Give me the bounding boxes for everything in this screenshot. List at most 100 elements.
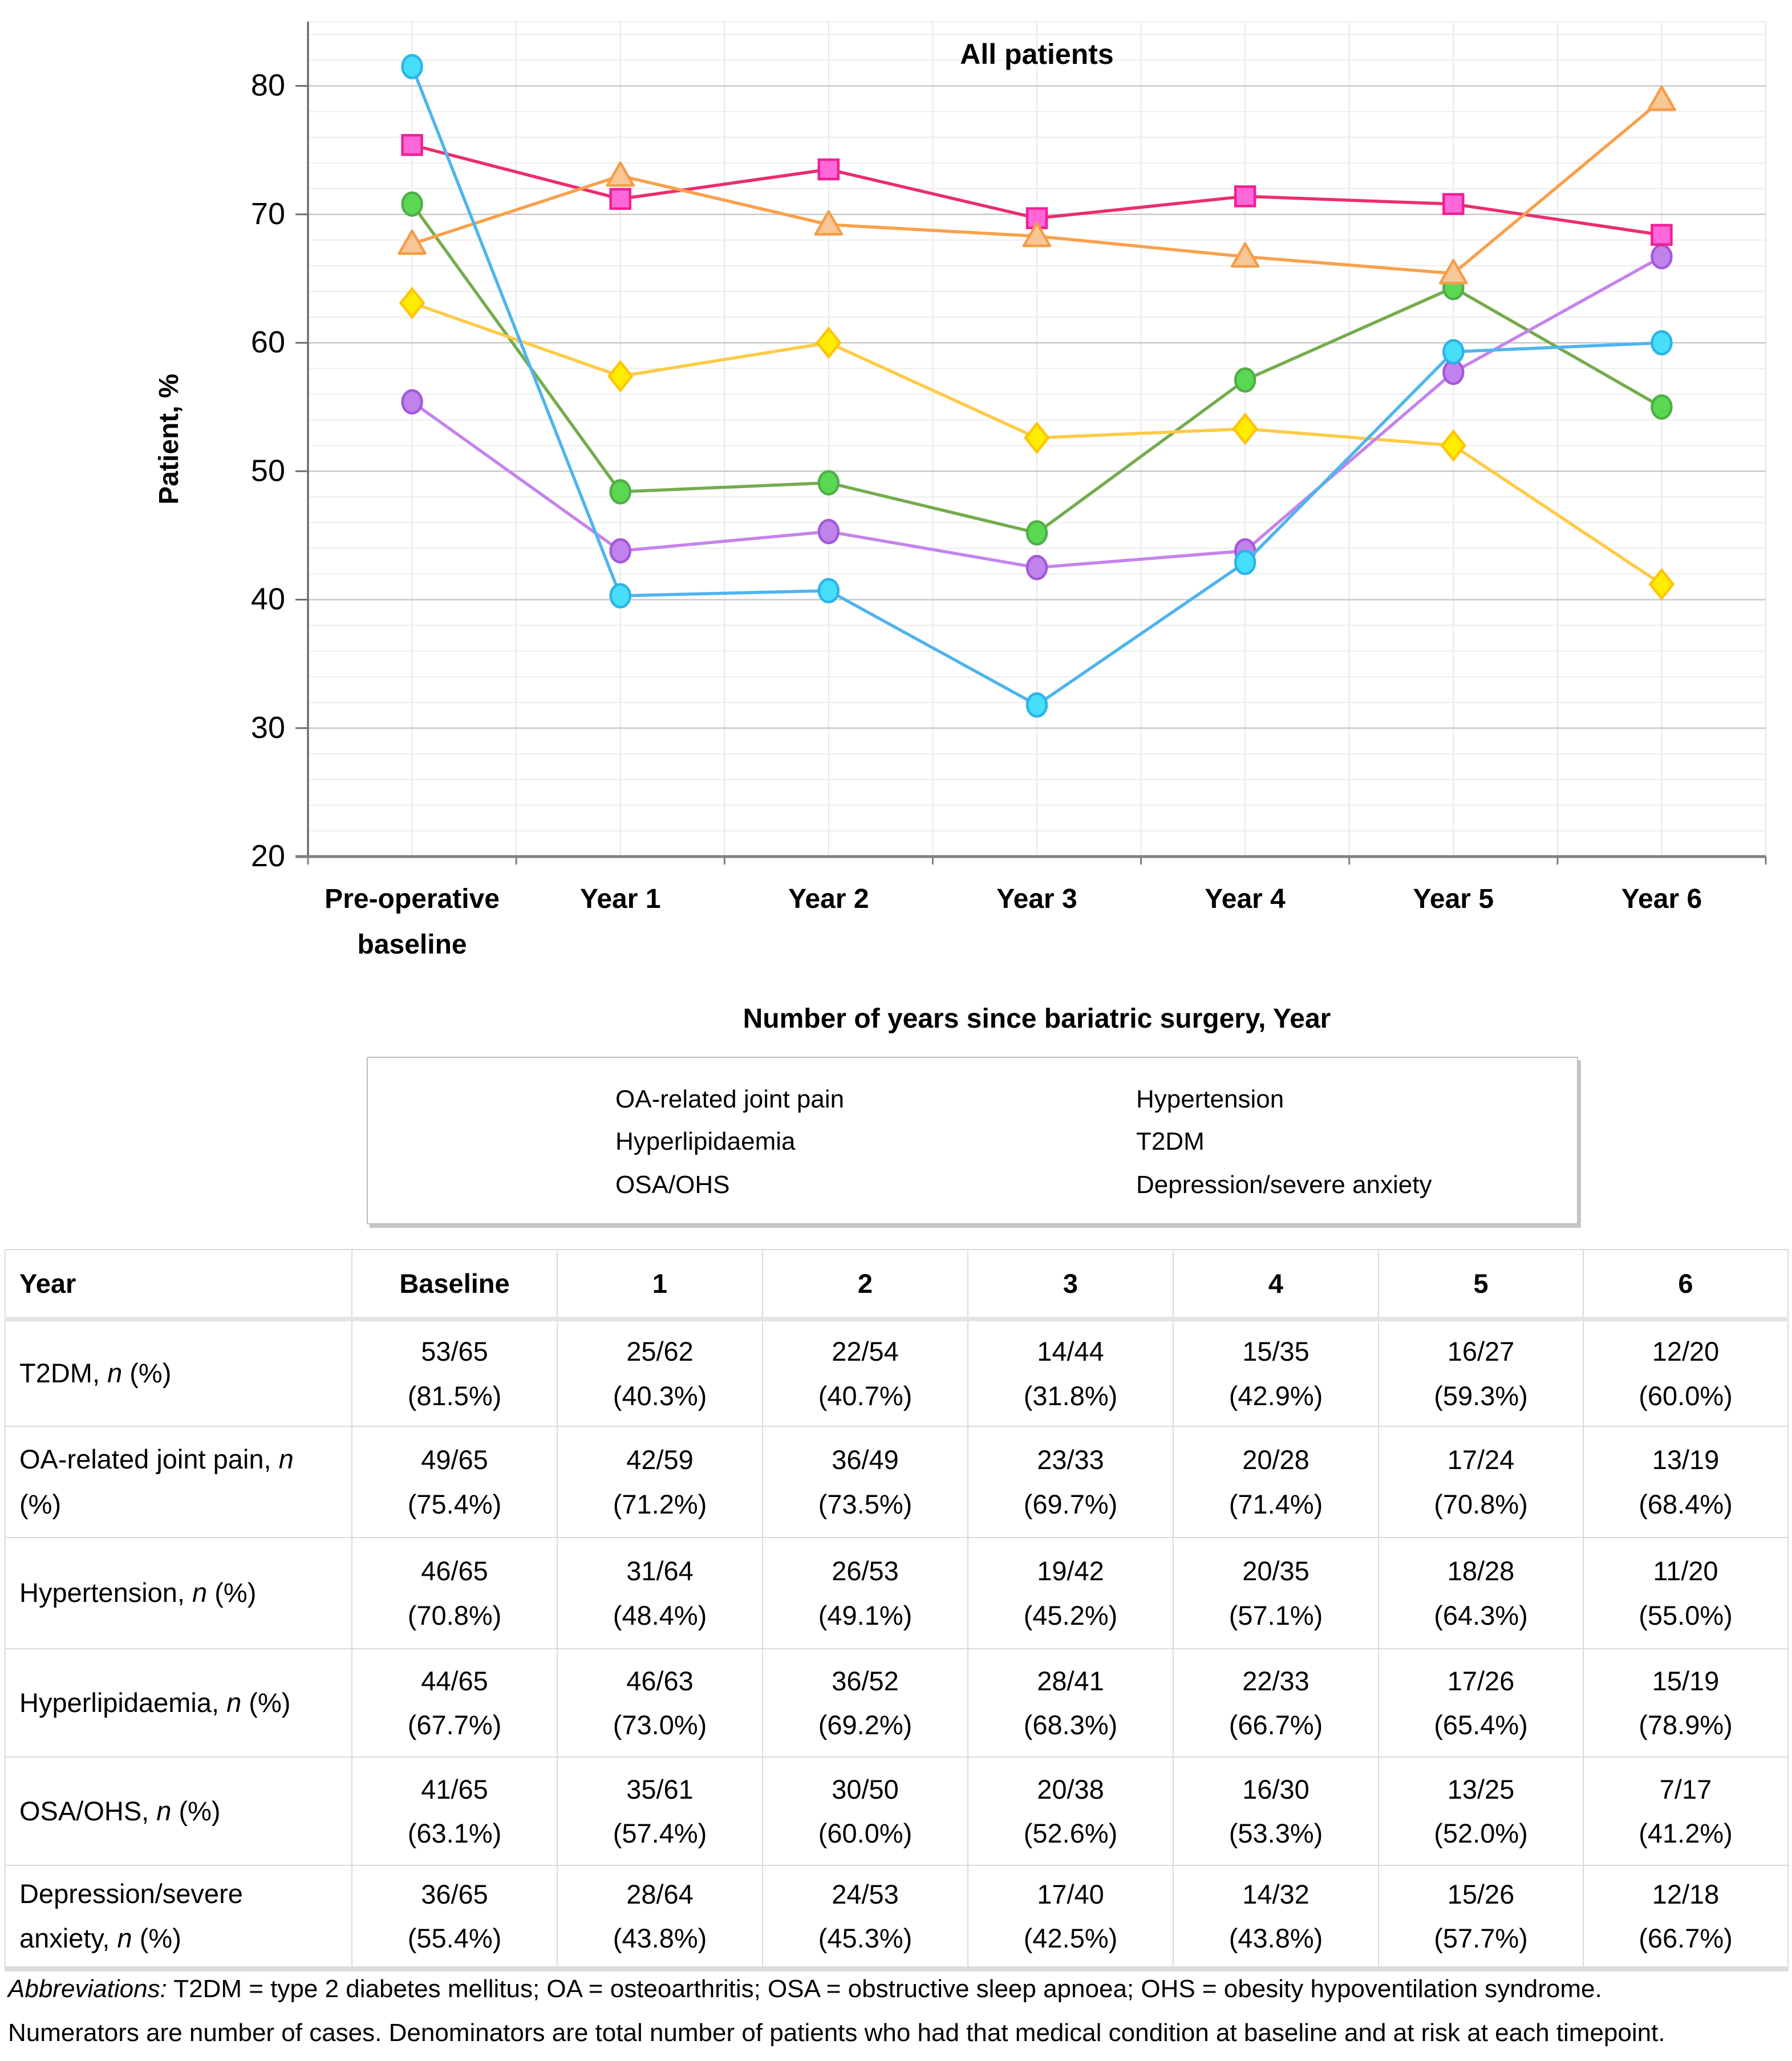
data-point-marker bbox=[817, 470, 840, 496]
cell-fraction: 22/54 bbox=[832, 1336, 899, 1367]
cell-fraction: 25/62 bbox=[626, 1336, 694, 1367]
value-cell: 46/63 (73.0%) bbox=[557, 1648, 763, 1758]
cell-percentage: (48.4%) bbox=[613, 1600, 707, 1630]
cell-fraction: 17/26 bbox=[1447, 1665, 1515, 1696]
value-cell: 22/54 (40.7%) bbox=[762, 1318, 968, 1427]
data-point-marker bbox=[609, 479, 631, 505]
row-label-text: OA-related joint pain, bbox=[19, 1444, 279, 1475]
data-point-marker bbox=[609, 583, 631, 609]
cell-percentage: (55.0%) bbox=[1639, 1600, 1733, 1630]
row-label-suffix: (%) bbox=[122, 1358, 172, 1389]
data-point-marker bbox=[398, 229, 427, 255]
cell-percentage: (67.7%) bbox=[407, 1710, 502, 1740]
data-point-marker bbox=[609, 188, 631, 210]
cell-fraction: 35/61 bbox=[626, 1774, 694, 1804]
cell-percentage: (41.2%) bbox=[1639, 1818, 1733, 1848]
cell-fraction: 7/17 bbox=[1659, 1774, 1712, 1804]
cell-percentage: (59.3%) bbox=[1434, 1380, 1528, 1411]
row-label: Hypertension, n (%) bbox=[5, 1537, 352, 1649]
footnote: Abbreviations: T2DM = type 2 diabetes me… bbox=[8, 1974, 1785, 2061]
data-point-marker bbox=[1234, 185, 1256, 208]
chart-legend: OA-related joint pain Hyperlipidaemia OSA/… bbox=[367, 1057, 1578, 1224]
legend-label: Hyperlipidaemia bbox=[615, 1127, 796, 1155]
row-label-text: Hyperlipidaemia, bbox=[19, 1687, 227, 1718]
cell-percentage: (42.9%) bbox=[1229, 1380, 1323, 1411]
value-cell: 13/25 (52.0%) bbox=[1378, 1756, 1584, 1866]
row-label: Depression/severe anxiety, n (%) bbox=[5, 1864, 352, 1968]
row-label: Hyperlipidaemia, n (%) bbox=[5, 1648, 352, 1758]
cell-fraction: 19/42 bbox=[1037, 1556, 1104, 1587]
y-axis-tick-labels: 20 30 40 50 60 70 80 bbox=[251, 68, 285, 873]
cell-fraction: 30/50 bbox=[832, 1774, 899, 1804]
data-point-marker bbox=[607, 360, 634, 393]
x-category-label: Year 3 bbox=[996, 884, 1077, 914]
table-row: Hyperlipidaemia, n (%) 44/65 (67.7%) 46/63 (… bbox=[5, 1648, 1789, 1758]
value-cell: 41/65 (63.1%) bbox=[351, 1756, 558, 1866]
series-osa-ohs bbox=[399, 286, 1675, 601]
cell-fraction: 12/18 bbox=[1652, 1879, 1720, 1909]
value-cell: 20/28 (71.4%) bbox=[1173, 1426, 1379, 1538]
series-oa-related-joint-pain bbox=[401, 133, 1673, 246]
cell-fraction: 36/65 bbox=[421, 1879, 488, 1909]
cell-percentage: (81.5%) bbox=[407, 1380, 502, 1411]
data-point-marker bbox=[399, 286, 425, 319]
value-cell: 16/30 (53.3%) bbox=[1173, 1756, 1379, 1866]
data-point-marker bbox=[1232, 412, 1259, 445]
cell-percentage: (45.2%) bbox=[1023, 1600, 1118, 1630]
value-cell: 17/40 (42.5%) bbox=[967, 1864, 1174, 1968]
x-axis-title: Number of years since bariatric surgery,… bbox=[743, 1004, 1331, 1034]
row-label-suffix: (%) bbox=[207, 1577, 257, 1608]
header-cell-6: 6 bbox=[1583, 1249, 1789, 1321]
cell-fraction: 36/49 bbox=[832, 1445, 899, 1475]
cell-fraction: 15/35 bbox=[1242, 1336, 1309, 1367]
value-cell: 35/61 (57.4%) bbox=[557, 1756, 763, 1866]
cell-fraction: 15/19 bbox=[1652, 1665, 1720, 1696]
cell-percentage: (42.5%) bbox=[1023, 1923, 1118, 1954]
cell-percentage: (68.3%) bbox=[1023, 1710, 1118, 1740]
data-point-marker bbox=[1651, 224, 1673, 246]
cell-percentage: (78.9%) bbox=[1639, 1710, 1733, 1740]
cell-percentage: (31.8%) bbox=[1023, 1380, 1118, 1411]
cell-fraction: 23/33 bbox=[1037, 1445, 1104, 1475]
cell-fraction: 14/44 bbox=[1037, 1336, 1104, 1367]
cell-percentage: (69.2%) bbox=[818, 1710, 913, 1740]
cell-percentage: (70.8%) bbox=[1434, 1488, 1528, 1519]
value-cell: 46/65 (70.8%) bbox=[351, 1537, 558, 1649]
row-label-suffix: (%) bbox=[171, 1795, 221, 1826]
cell-fraction: 49/65 bbox=[421, 1445, 488, 1475]
legend-label: Hypertension bbox=[1136, 1085, 1284, 1113]
series-depression-severe-anxiety bbox=[401, 244, 1673, 581]
value-cell: 36/52 (69.2%) bbox=[762, 1648, 968, 1758]
cell-fraction: 46/65 bbox=[421, 1556, 488, 1587]
legend-label: OSA/OHS bbox=[615, 1171, 730, 1199]
cell-fraction: 13/25 bbox=[1447, 1774, 1515, 1804]
value-cell: 31/64 (48.4%) bbox=[557, 1537, 763, 1649]
abbreviations-text: T2DM = type 2 diabetes mellitus; OA = os… bbox=[167, 1975, 1602, 2003]
value-cell: 12/20 (60.0%) bbox=[1583, 1318, 1789, 1427]
cell-fraction: 15/26 bbox=[1447, 1879, 1515, 1909]
chart-title: All patients bbox=[960, 38, 1113, 70]
data-point-marker bbox=[1440, 429, 1467, 462]
cell-percentage: (52.0%) bbox=[1434, 1818, 1528, 1848]
cell-percentage: (57.1%) bbox=[1229, 1600, 1323, 1630]
row-label-n: n bbox=[156, 1795, 172, 1826]
cell-percentage: (69.7%) bbox=[1023, 1488, 1118, 1519]
value-cell: 14/44 (31.8%) bbox=[967, 1318, 1174, 1427]
cell-fraction: 20/35 bbox=[1242, 1556, 1309, 1587]
cell-percentage: (53.3%) bbox=[1229, 1818, 1323, 1848]
row-label-text: T2DM, bbox=[19, 1358, 108, 1389]
row-label-suffix: (%) bbox=[132, 1923, 181, 1954]
row-label-text: OSA/OHS, bbox=[19, 1795, 157, 1826]
cell-percentage: (73.0%) bbox=[613, 1710, 707, 1740]
value-cell: 22/33 (66.7%) bbox=[1173, 1648, 1379, 1758]
y-axis-title: Patient, % bbox=[154, 374, 184, 504]
cell-percentage: (52.6%) bbox=[1023, 1818, 1118, 1848]
value-cell: 15/35 (42.9%) bbox=[1173, 1318, 1379, 1427]
x-category-label: Year 2 bbox=[788, 884, 869, 914]
value-cell: 49/65 (75.4%) bbox=[351, 1426, 558, 1538]
cell-fraction: 28/41 bbox=[1037, 1665, 1104, 1696]
data-point-marker bbox=[1025, 692, 1048, 718]
series-hyperlipidaemia bbox=[398, 86, 1676, 285]
value-cell: 12/18 (66.7%) bbox=[1583, 1864, 1789, 1968]
